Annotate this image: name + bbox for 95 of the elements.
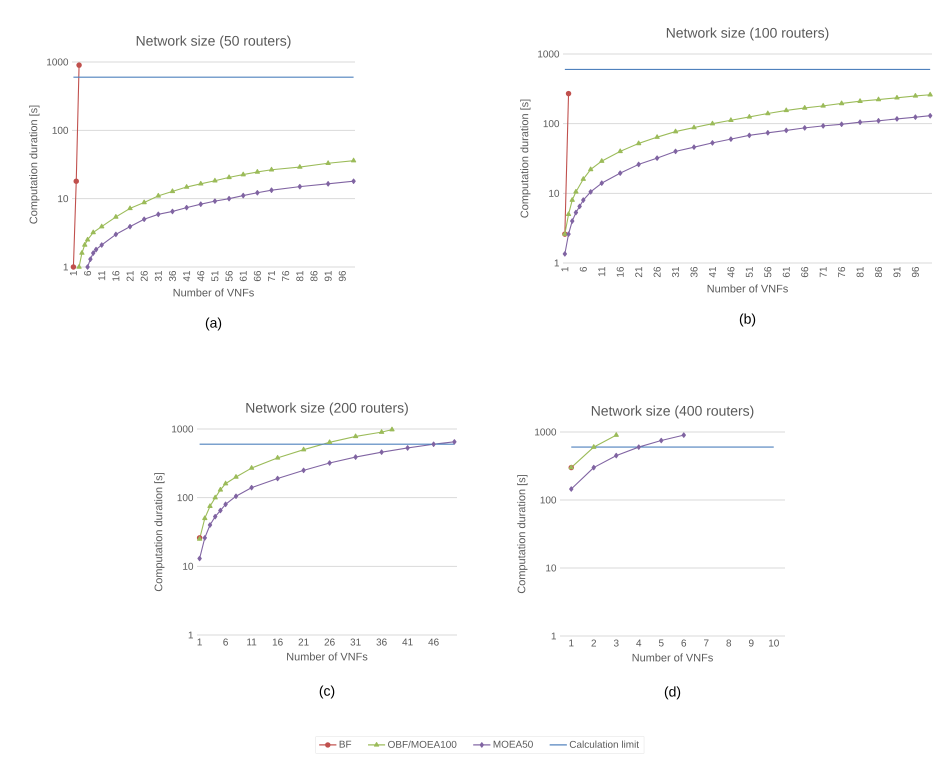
legend-label: BF [340, 740, 352, 748]
y-tick-label: 10 [58, 195, 68, 202]
x-tick-label: 4 [636, 640, 642, 646]
x-axis-title: Number of VNFs [287, 652, 368, 660]
x-tick-label: 46 [727, 266, 734, 278]
x-tick-label: 3 [614, 640, 619, 647]
legend-label: MOEA50 [494, 740, 533, 748]
x-tick-label: 86 [310, 270, 318, 282]
text: (b) [740, 314, 756, 327]
x-tick-label: 1 [561, 266, 568, 272]
x-tick-label: 21 [126, 270, 134, 282]
x-tick-label: 1 [198, 638, 202, 646]
x-tick-label: 2 [591, 640, 596, 646]
x-tick-label: 6 [223, 638, 228, 646]
x-tick-label: 26 [140, 270, 148, 282]
x-tick-label: 71 [820, 266, 827, 278]
chart-title: Network size (200 routers) [246, 402, 408, 416]
x-tick-label: 6 [681, 640, 686, 647]
x-tick-label: 41 [183, 270, 190, 282]
x-tick-label: 6 [580, 266, 587, 272]
y-tick-label: 10 [549, 190, 560, 197]
x-tick-label: 46 [197, 270, 204, 282]
y-tick-label: 10 [183, 562, 194, 570]
x-tick-label: 26 [654, 266, 661, 278]
x-tick-label: 7 [704, 640, 709, 646]
x-axis-title: Number of VNFs [174, 288, 254, 296]
x-tick-label: 91 [893, 266, 900, 278]
x-tick-label: 1 [70, 270, 77, 276]
x-tick-label: 21 [298, 638, 309, 646]
x-axis-title: Number of VNFs [708, 284, 788, 292]
x-tick-label: 81 [856, 266, 864, 278]
y-tick-label: 1000 [538, 50, 560, 58]
chart-title: Network size (50 routers) [136, 36, 291, 49]
x-tick-label: 61 [240, 270, 247, 282]
y-tick-label: 1 [552, 632, 556, 640]
y-tick-label: 100 [52, 126, 68, 134]
y-tick-label: 1000 [47, 58, 68, 66]
x-tick-label: 8 [726, 640, 732, 647]
x-tick-label: 96 [912, 266, 919, 278]
x-tick-label: 16 [616, 266, 624, 277]
text: (d) [664, 686, 680, 700]
y-tick-label: 1 [554, 260, 560, 266]
x-tick-label: 51 [746, 266, 753, 278]
y-tick-label: 100 [540, 496, 556, 504]
x-tick-label: 56 [764, 266, 772, 278]
x-tick-label: 96 [338, 270, 346, 282]
x-axis-title: Number of VNFs [632, 653, 713, 662]
x-tick-label: 1 [569, 640, 574, 646]
y-axis-title: Computation duration [s] [520, 100, 530, 218]
x-tick-label: 10 [768, 640, 779, 647]
text: (a) [206, 317, 222, 330]
x-tick-label: 31 [350, 638, 361, 646]
x-tick-label: 31 [672, 266, 680, 278]
x-tick-label: 26 [324, 638, 335, 646]
x-tick-label: 36 [690, 266, 698, 278]
x-tick-label: 6 [84, 270, 92, 276]
x-tick-label: 66 [254, 270, 261, 282]
x-tick-label: 41 [709, 266, 716, 278]
x-tick-label: 31 [154, 270, 162, 282]
x-tick-label: 81 [296, 270, 304, 282]
x-tick-label: 16 [272, 638, 283, 646]
x-tick-label: 5 [658, 640, 664, 646]
x-tick-label: 46 [428, 638, 439, 646]
x-tick-label: 21 [635, 266, 642, 278]
x-tick-label: 11 [98, 270, 106, 280]
y-tick-label: 10 [546, 564, 556, 572]
y-tick-label: 1000 [172, 425, 194, 433]
x-tick-label: 11 [247, 638, 256, 646]
x-tick-label: 86 [874, 266, 882, 278]
x-tick-label: 61 [782, 266, 790, 278]
x-tick-label: 11 [598, 266, 606, 276]
y-tick-label: 100 [178, 494, 194, 502]
y-tick-label: 1 [188, 632, 194, 638]
text: (c) [320, 686, 334, 699]
chart-title: Network size (100 routers) [666, 28, 828, 41]
legend-label: Calculation limit [570, 740, 639, 748]
y-axis-title: Computation duration [s] [517, 475, 528, 594]
y-axis-title: Computation duration [s] [29, 106, 40, 224]
x-tick-label: 36 [376, 638, 387, 646]
y-tick-label: 100 [544, 120, 560, 128]
y-tick-label: 1000 [535, 428, 556, 436]
x-tick-label: 41 [402, 638, 413, 646]
x-tick-label: 66 [801, 266, 808, 278]
x-tick-label: 76 [282, 270, 290, 282]
x-tick-label: 16 [112, 270, 120, 281]
x-tick-label: 51 [211, 270, 218, 282]
x-tick-label: 36 [168, 270, 176, 282]
x-tick-label: 76 [838, 266, 846, 278]
x-tick-label: 91 [324, 270, 332, 282]
x-tick-label: 71 [268, 270, 275, 282]
chart-title: Network size (400 routers) [592, 406, 754, 419]
legend-label: OBF/MOEA100 [388, 740, 456, 748]
x-tick-label: 9 [748, 640, 754, 647]
x-tick-label: 56 [226, 270, 233, 282]
y-axis-title: Computation duration [s] [154, 473, 164, 592]
